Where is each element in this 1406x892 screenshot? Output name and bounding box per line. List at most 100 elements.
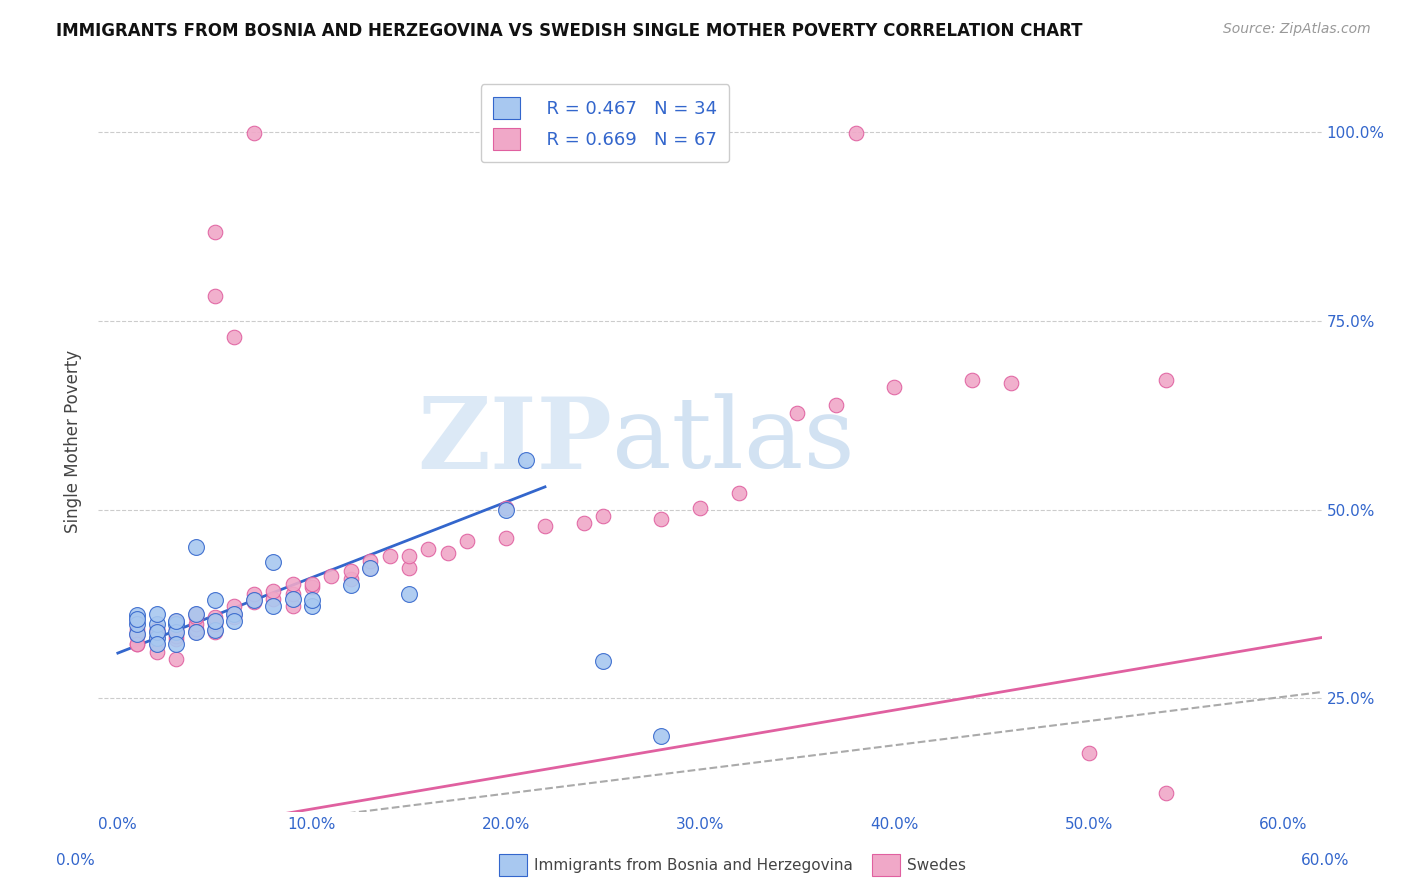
Point bbox=[340, 578, 363, 592]
Point bbox=[145, 617, 167, 632]
Point bbox=[165, 632, 187, 647]
Point bbox=[242, 591, 264, 606]
Point bbox=[127, 637, 149, 651]
Point bbox=[262, 584, 284, 599]
Point bbox=[398, 561, 420, 575]
Point bbox=[495, 531, 517, 545]
Point bbox=[534, 519, 557, 533]
Point bbox=[650, 511, 672, 525]
Point bbox=[165, 622, 187, 636]
Point bbox=[689, 501, 711, 516]
Point bbox=[204, 609, 226, 624]
Point bbox=[145, 622, 167, 636]
Text: 0.0%: 0.0% bbox=[56, 854, 96, 868]
Point bbox=[127, 615, 149, 629]
Text: IMMIGRANTS FROM BOSNIA AND HERZEGOVINA VS SWEDISH SINGLE MOTHER POVERTY CORRELAT: IMMIGRANTS FROM BOSNIA AND HERZEGOVINA V… bbox=[56, 22, 1083, 40]
Legend:   R = 0.467   N = 34,   R = 0.669   N = 67: R = 0.467 N = 34, R = 0.669 N = 67 bbox=[481, 84, 730, 162]
Point bbox=[165, 630, 187, 644]
Point bbox=[1156, 786, 1178, 800]
Point bbox=[960, 373, 983, 387]
Point bbox=[340, 565, 363, 579]
Point bbox=[184, 624, 207, 639]
Point bbox=[145, 631, 167, 645]
Point bbox=[437, 546, 460, 560]
Point bbox=[184, 617, 207, 632]
Point bbox=[165, 615, 187, 629]
Text: atlas: atlas bbox=[612, 393, 855, 490]
Point bbox=[1156, 373, 1178, 387]
Point bbox=[825, 398, 848, 412]
Point bbox=[242, 593, 264, 607]
Point bbox=[204, 624, 226, 639]
Point bbox=[301, 580, 323, 594]
Point bbox=[456, 534, 478, 549]
Text: 60.0%: 60.0% bbox=[1302, 854, 1350, 868]
Point bbox=[281, 576, 304, 591]
Point bbox=[184, 624, 207, 639]
Point bbox=[204, 593, 226, 607]
Point bbox=[224, 599, 246, 614]
Text: ZIP: ZIP bbox=[418, 393, 612, 490]
Point bbox=[145, 637, 167, 651]
Point bbox=[650, 729, 672, 743]
Point bbox=[495, 501, 517, 516]
Point bbox=[1077, 746, 1099, 760]
Text: Source: ZipAtlas.com: Source: ZipAtlas.com bbox=[1223, 22, 1371, 37]
Point bbox=[145, 607, 167, 621]
Point bbox=[592, 508, 614, 523]
Point bbox=[165, 652, 187, 666]
Point bbox=[301, 576, 323, 591]
Point bbox=[127, 630, 149, 644]
Point bbox=[340, 572, 363, 586]
Point bbox=[786, 406, 808, 420]
Point bbox=[281, 591, 304, 606]
Point bbox=[281, 599, 304, 614]
Point bbox=[145, 624, 167, 639]
Point bbox=[224, 607, 246, 621]
Point bbox=[883, 380, 905, 394]
Point bbox=[378, 549, 401, 564]
Text: Swedes: Swedes bbox=[907, 858, 966, 872]
Point bbox=[165, 624, 187, 639]
Point bbox=[398, 587, 420, 601]
Point bbox=[165, 617, 187, 632]
Text: Immigrants from Bosnia and Herzegovina: Immigrants from Bosnia and Herzegovina bbox=[534, 858, 853, 872]
Point bbox=[224, 609, 246, 624]
Point bbox=[184, 622, 207, 636]
Point bbox=[204, 615, 226, 629]
Point bbox=[398, 549, 420, 564]
Point bbox=[242, 126, 264, 140]
Point bbox=[184, 607, 207, 621]
Point bbox=[127, 622, 149, 636]
Point bbox=[592, 654, 614, 668]
Point bbox=[262, 591, 284, 606]
Point bbox=[359, 561, 381, 575]
Point bbox=[184, 541, 207, 555]
Point bbox=[184, 609, 207, 624]
Point bbox=[301, 593, 323, 607]
Point bbox=[728, 486, 751, 500]
Point bbox=[495, 502, 517, 516]
Point bbox=[224, 607, 246, 621]
Point bbox=[127, 624, 149, 639]
Point bbox=[262, 599, 284, 614]
Point bbox=[204, 617, 226, 632]
Point bbox=[262, 556, 284, 570]
Point bbox=[127, 637, 149, 651]
Point bbox=[145, 624, 167, 639]
Point bbox=[281, 587, 304, 601]
Point bbox=[127, 617, 149, 632]
Point bbox=[301, 599, 323, 614]
Point bbox=[224, 330, 246, 344]
Point bbox=[242, 595, 264, 609]
Point bbox=[845, 126, 868, 140]
Point bbox=[204, 289, 226, 303]
Point bbox=[321, 569, 343, 583]
Point bbox=[242, 587, 264, 601]
Point bbox=[1000, 376, 1022, 390]
Point bbox=[204, 225, 226, 239]
Point bbox=[165, 637, 187, 651]
Point bbox=[145, 644, 167, 658]
Point bbox=[515, 453, 537, 467]
Point bbox=[204, 624, 226, 638]
